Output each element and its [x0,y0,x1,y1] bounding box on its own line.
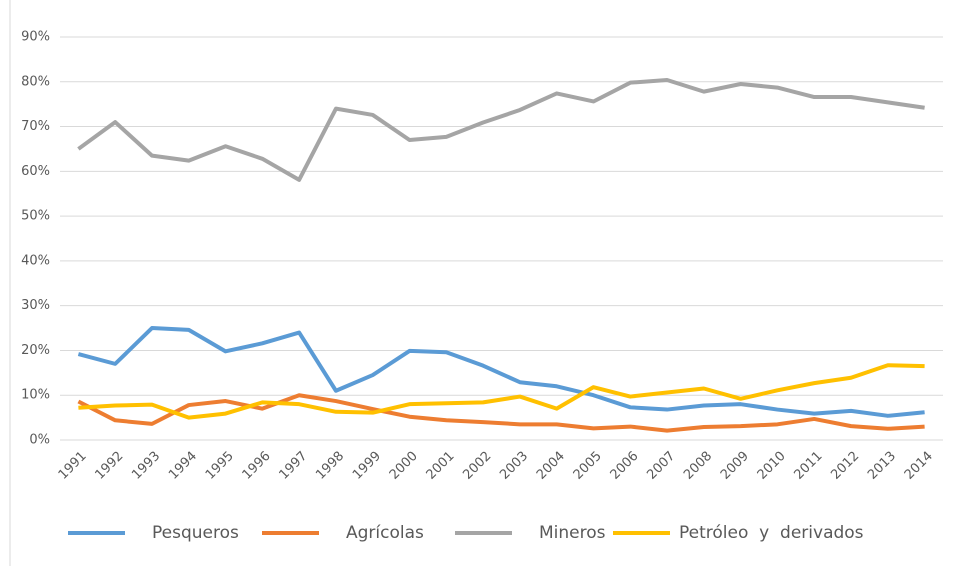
legend-label: Agrícolas [346,523,424,543]
y-tick-label: 60% [21,164,50,179]
x-tick-label: 1991 [56,449,90,483]
y-tick-label: 20% [21,343,50,358]
series-line [77,326,925,418]
x-tick-label: 2014 [902,449,936,483]
y-tick-label: 70% [21,119,50,134]
x-tick-label: 2008 [681,449,715,483]
x-tick-label: 2004 [534,449,568,483]
y-tick-label: 10% [21,388,50,403]
x-tick-label: 2011 [792,449,826,483]
x-tick-label: 1999 [350,449,384,483]
x-tick-label: 2005 [571,449,605,483]
x-tick-label: 2002 [460,449,494,483]
x-tick-label: 1993 [129,449,163,483]
y-tick-label: 0% [29,433,50,448]
series-line [78,363,925,420]
x-tick-label: 2006 [608,449,642,483]
x-tick-label: 1996 [240,449,274,483]
x-tick-label: 2009 [718,449,752,483]
x-tick-label: 1994 [166,449,200,483]
x-tick-label: 2000 [387,449,421,483]
x-tick-label: 1992 [92,449,126,483]
x-tick-label: 2001 [424,449,458,483]
y-tick-label: 80% [21,74,50,89]
x-tick-label: 1995 [203,449,237,483]
legend-label: Petróleo y derivados [679,523,864,543]
legend-label: Pesqueros [152,523,239,543]
x-tick-label: 1998 [313,449,347,483]
y-tick-label: 40% [21,253,50,268]
y-tick-label: 50% [21,209,50,224]
x-tick-label: 2012 [828,449,862,483]
x-tick-label: 2003 [497,449,531,483]
x-tick-label: 2010 [755,449,789,483]
legend-label: Mineros [539,523,606,543]
x-tick-label: 2007 [644,449,678,483]
y-tick-label: 90% [21,30,50,45]
x-tick-label: 2013 [865,449,899,483]
series-line [77,77,925,182]
series-line [77,393,925,433]
y-tick-label: 30% [21,298,50,313]
x-tick-label: 1997 [276,449,310,483]
